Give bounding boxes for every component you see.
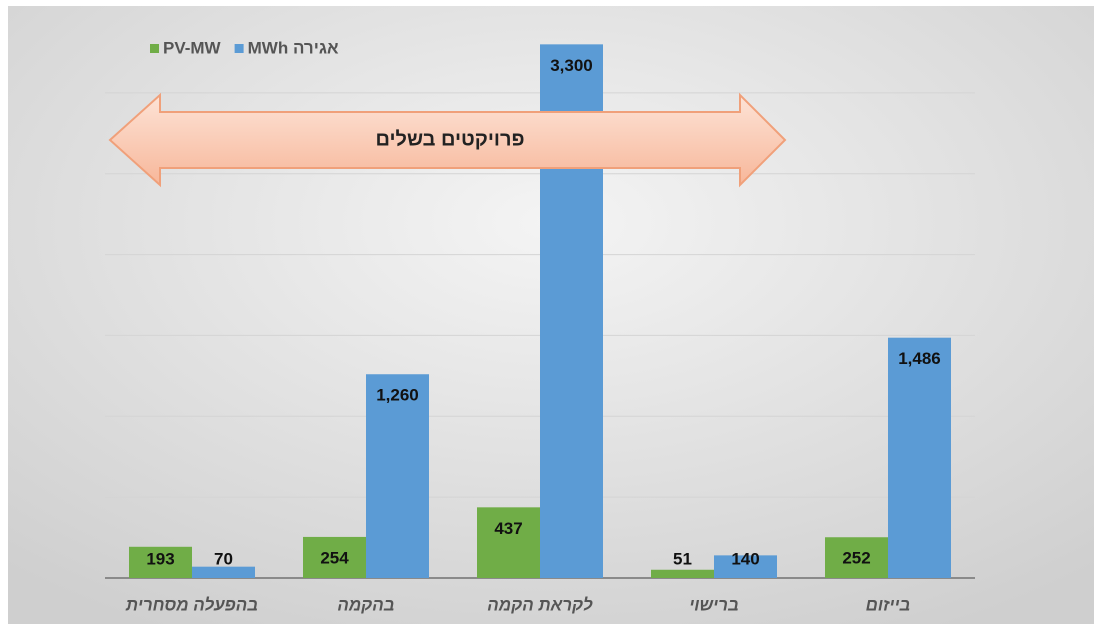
value-label: 193 xyxy=(146,549,174,568)
arrow-shape xyxy=(108,92,787,188)
legend-label: PV-MW xyxy=(163,38,222,57)
x-tick-label: לקראת הקמה xyxy=(487,595,593,614)
bar xyxy=(651,569,714,578)
x-tick-label: ברישוי xyxy=(689,595,739,614)
bar xyxy=(714,555,777,578)
legend-swatch xyxy=(234,44,244,53)
x-tick-label: בהקמה xyxy=(337,595,394,614)
value-label: 1,486 xyxy=(898,349,941,368)
value-label: 70 xyxy=(214,549,233,568)
bar xyxy=(303,536,366,578)
value-label: 254 xyxy=(320,548,349,567)
legend-label: MWh אגירה xyxy=(248,38,339,57)
value-label: 140 xyxy=(731,549,759,568)
legend-swatch xyxy=(150,44,159,53)
value-label: 1,260 xyxy=(376,386,419,405)
x-tick-label: בהפעלה מסחרית xyxy=(125,595,258,614)
bar xyxy=(888,337,951,578)
bar xyxy=(192,566,255,578)
x-tick-label: בייזום xyxy=(866,595,911,614)
value-label: 3,300 xyxy=(550,56,593,75)
annotation-arrow: פרויקטים בשלים xyxy=(108,92,787,188)
bar xyxy=(129,546,192,578)
bar xyxy=(825,537,888,578)
annotation-text: פרויקטים בשלים xyxy=(375,128,524,150)
bar xyxy=(366,374,429,578)
bar xyxy=(477,507,540,578)
value-label: 51 xyxy=(673,549,692,568)
value-label: 252 xyxy=(842,549,870,568)
value-label: 437 xyxy=(494,519,522,538)
